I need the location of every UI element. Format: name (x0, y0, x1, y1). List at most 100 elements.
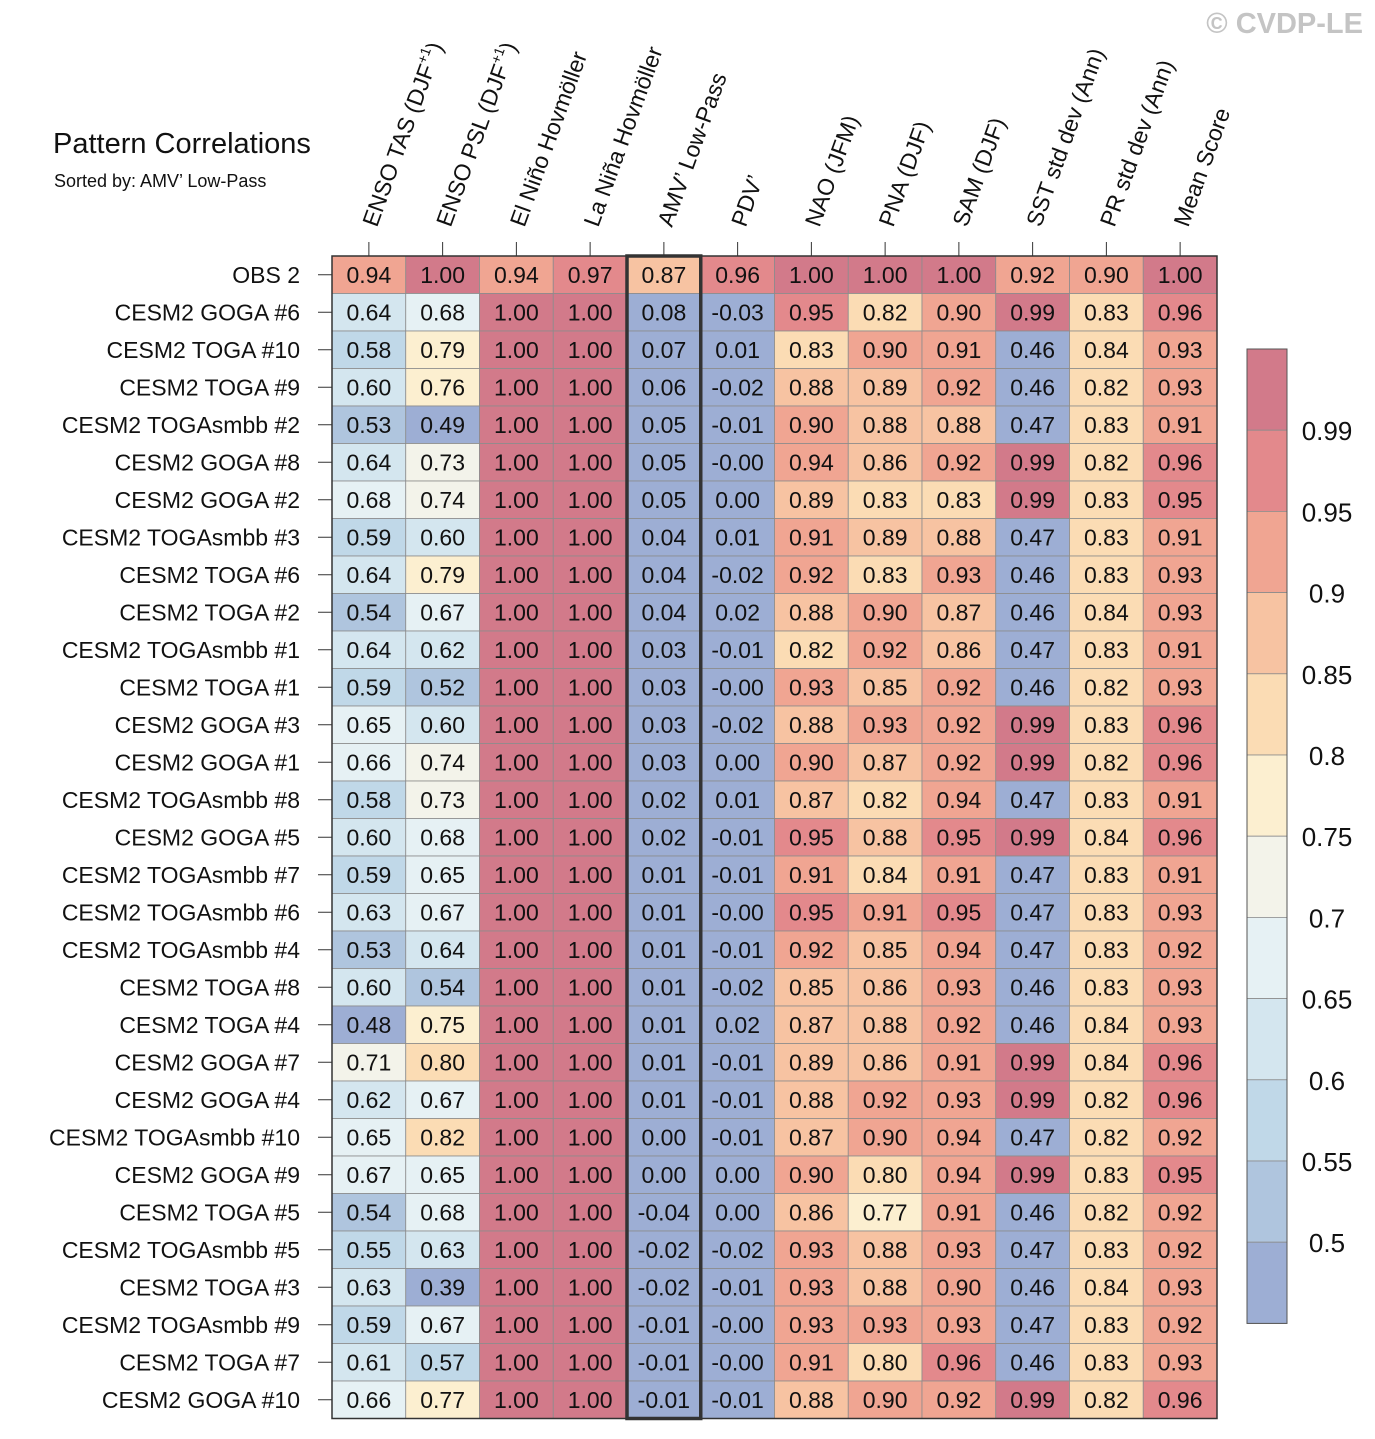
heatmap-cell (552, 555, 628, 594)
row-label: CESM2 TOGAsmbb #9 (62, 1312, 300, 1338)
heatmap-cell (700, 593, 775, 632)
cell-value: 0.83 (863, 487, 908, 513)
heatmap-cell (847, 818, 923, 857)
heatmap-cell (921, 1343, 997, 1382)
heatmap-cell (774, 555, 849, 594)
heatmap-cell (774, 293, 849, 332)
cell-value: 0.91 (1158, 787, 1203, 813)
cell-value: 0.58 (346, 787, 391, 813)
heatmap-cell (1142, 368, 1218, 407)
heatmap-cell (552, 968, 628, 1007)
cell-value: 1.00 (568, 1274, 613, 1300)
cell-value: 0.84 (863, 862, 908, 888)
cell-value: 1.00 (568, 637, 613, 663)
cell-value: 0.46 (1010, 974, 1055, 1000)
cell-value: 0.01 (715, 337, 760, 363)
cell-value: 0.92 (936, 1012, 981, 1038)
heatmap-cells: 0.94 1.00 0.94 0.97 0.87 0.96 1.00 1.00 1.00 0.92… (331, 255, 1218, 1420)
cell-value: 0.91 (863, 899, 908, 925)
heatmap-cell (774, 930, 849, 969)
heatmap-cell (1069, 630, 1144, 669)
row-label: CESM2 TOGA #9 (119, 374, 300, 400)
cell-value: 0.67 (346, 1162, 391, 1188)
cell-value: 0.87 (936, 599, 981, 625)
cell-value: 0.03 (641, 712, 686, 738)
cell-value: 0.65 (346, 712, 391, 738)
cell-value: 0.01 (715, 787, 760, 813)
row-label: CESM2 GOGA #8 (115, 449, 300, 475)
heatmap-cell (700, 330, 775, 369)
heatmap-cell (700, 405, 775, 444)
cell-value: 0.90 (863, 1124, 908, 1150)
heatmap-cell (700, 780, 775, 819)
heatmap-cell (1069, 1230, 1144, 1269)
cell-value: 0.96 (715, 262, 760, 288)
heatmap-cell (479, 705, 554, 744)
row-label: CESM2 GOGA #3 (115, 712, 300, 738)
colorbar-tick-label: 0.9 (1309, 579, 1345, 609)
cell-value: 1.00 (494, 1049, 539, 1075)
heatmap-cell (847, 1268, 923, 1307)
heatmap-cell (774, 1080, 849, 1119)
cell-value: 0.01 (641, 937, 686, 963)
heatmap-cell (774, 405, 849, 444)
heatmap-cell (995, 555, 1070, 594)
heatmap-cell (479, 930, 554, 969)
heatmap-cell (405, 705, 480, 744)
colorbar-swatch (1246, 917, 1288, 1000)
heatmap-cell (479, 1230, 554, 1269)
cell-value: 0.04 (641, 599, 686, 625)
cell-value: 0.99 (1010, 712, 1055, 738)
cell-value: 0.68 (420, 1199, 465, 1225)
cell-value: 0.66 (346, 1387, 391, 1413)
heatmap-cell (774, 1155, 849, 1194)
cell-value: 0.53 (346, 412, 391, 438)
cell-value: 0.86 (863, 974, 908, 1000)
cell-value: 0.82 (1084, 1199, 1129, 1225)
cell-value: 0.65 (420, 1162, 465, 1188)
cell-value: 0.68 (346, 487, 391, 513)
cell-value: 1.00 (568, 599, 613, 625)
heatmap-cell (405, 893, 480, 932)
cell-value: -0.01 (711, 862, 763, 888)
cell-value: 0.00 (641, 1124, 686, 1150)
heatmap-cell (479, 893, 554, 932)
cell-value: 0.64 (346, 449, 391, 475)
cell-value: 1.00 (1158, 262, 1203, 288)
cell-value: -0.00 (711, 449, 763, 475)
cell-value: 0.46 (1010, 374, 1055, 400)
heatmap-cell (700, 705, 775, 744)
cell-value: 0.88 (789, 1087, 834, 1113)
cell-value: 1.00 (494, 674, 539, 700)
heatmap-cell (995, 855, 1070, 894)
cell-value: 0.46 (1010, 1274, 1055, 1300)
heatmap-cell (479, 405, 554, 444)
heatmap-cell (700, 1380, 775, 1419)
column-label: SST std dev (Ann) (1021, 45, 1110, 230)
heatmap-cell (847, 405, 923, 444)
row-label: CESM2 GOGA #10 (102, 1387, 300, 1413)
heatmap-cell (774, 630, 849, 669)
heatmap-cell (995, 1043, 1070, 1082)
cell-value: 0.67 (420, 899, 465, 925)
heatmap-cell (1142, 1305, 1218, 1344)
cell-value: 0.92 (936, 374, 981, 400)
cell-value: 1.00 (568, 524, 613, 550)
heatmap-cell (331, 443, 407, 482)
cell-value: 0.05 (641, 487, 686, 513)
cell-value: 0.83 (1084, 487, 1129, 513)
heatmap-cell (847, 480, 923, 519)
cell-value: 0.46 (1010, 674, 1055, 700)
cell-value: 0.82 (1084, 674, 1129, 700)
heatmap-cell (700, 968, 775, 1007)
cell-value: 0.83 (1084, 412, 1129, 438)
cell-value: 0.92 (1158, 937, 1203, 963)
heatmap-cell (774, 1268, 849, 1307)
copyright-text: © CVDP-LE (1206, 8, 1363, 40)
cell-value: 1.00 (494, 1124, 539, 1150)
heatmap-cell (1069, 705, 1144, 744)
cell-value: 0.05 (641, 412, 686, 438)
cell-value: 1.00 (494, 487, 539, 513)
cell-value: 0.47 (1010, 412, 1055, 438)
heatmap-cell (552, 368, 628, 407)
